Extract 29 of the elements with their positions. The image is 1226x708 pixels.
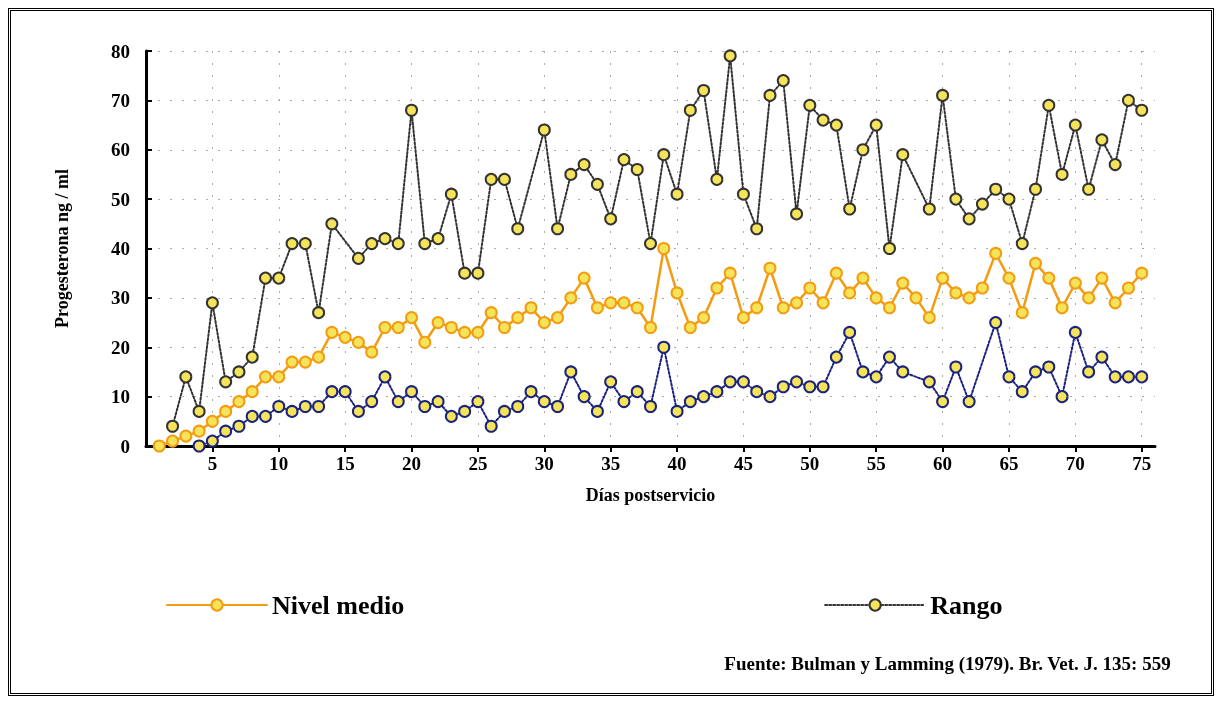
y-tick-label: 40 <box>111 238 130 259</box>
x-tick-label: 55 <box>866 453 886 474</box>
y-axis-title: Progesterona ng / ml <box>52 169 72 328</box>
x-tick-label: 35 <box>601 453 621 474</box>
y-tick-label: 30 <box>111 287 130 309</box>
x-tick-label: 15 <box>335 453 355 474</box>
legend-label: Rango <box>930 590 1003 620</box>
x-tick-label: 5 <box>207 453 218 474</box>
x-tick-label: 70 <box>1065 453 1085 474</box>
x-tick-label: 20 <box>402 453 422 474</box>
y-tick-label: 0 <box>120 435 130 457</box>
x-tick-label: 75 <box>1132 453 1152 474</box>
y-tick-label: 80 <box>111 40 130 62</box>
y-tick-label: 70 <box>111 89 130 111</box>
legend-label: Nivel medio <box>272 590 405 620</box>
y-tick-label: 60 <box>111 139 130 161</box>
x-tick-label: 50 <box>800 453 820 474</box>
x-axis-title: Días postservicio <box>585 485 716 505</box>
x-tick-label: 65 <box>999 453 1019 474</box>
x-tick-label: 30 <box>534 453 554 474</box>
y-tick-label: 10 <box>111 386 130 408</box>
x-tick-label: 25 <box>468 453 488 474</box>
y-tick-label: 50 <box>111 188 130 210</box>
y-tick-label: 20 <box>111 336 130 358</box>
x-tick-label: 40 <box>667 453 687 474</box>
x-tick-label: 45 <box>733 453 753 474</box>
source-note: Fuente: Bulman y Lamming (1979). Br. Vet. J. 135: 559 <box>724 653 1171 675</box>
x-tick-label: 10 <box>269 453 289 474</box>
x-tick-label: 60 <box>933 453 953 474</box>
